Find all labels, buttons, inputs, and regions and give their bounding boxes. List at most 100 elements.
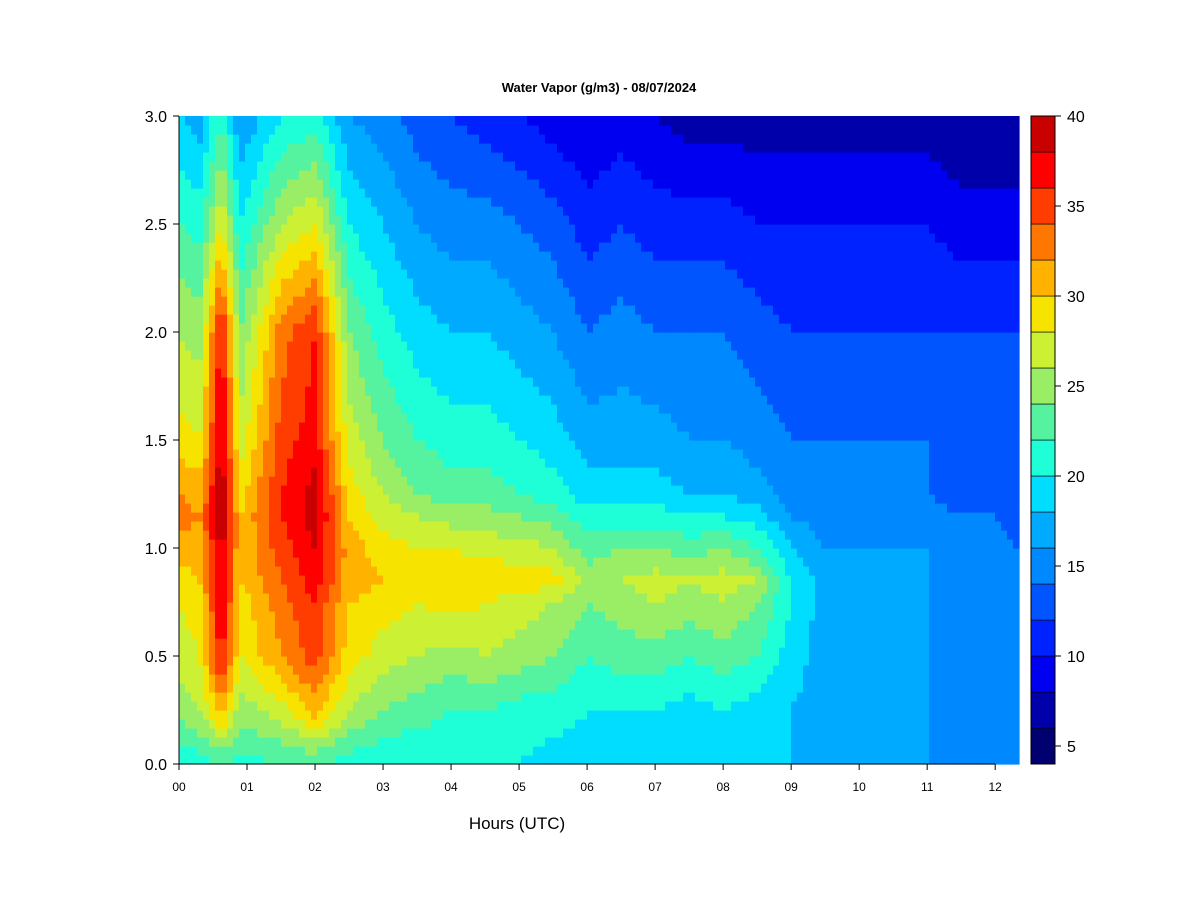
heatmap-cell (431, 593, 438, 603)
heatmap-cell (251, 701, 258, 711)
heatmap-cell (383, 458, 390, 468)
heatmap-cell (257, 512, 264, 522)
heatmap-cell (641, 728, 648, 738)
heatmap-cell (827, 521, 834, 531)
heatmap-cell (239, 719, 246, 729)
heatmap-cell (227, 593, 234, 603)
heatmap-cell (719, 737, 726, 747)
heatmap-cell (257, 629, 264, 639)
heatmap-cell (443, 557, 450, 567)
heatmap-cell (329, 755, 336, 765)
heatmap-cell (407, 755, 414, 765)
heatmap-cell (791, 494, 798, 504)
heatmap-cell (827, 494, 834, 504)
heatmap-cell (809, 683, 816, 693)
heatmap-cell (863, 575, 870, 585)
heatmap-cell (917, 503, 924, 513)
heatmap-cell (581, 602, 588, 612)
heatmap-cell (1001, 674, 1008, 684)
heatmap-cell (299, 503, 306, 513)
heatmap-cell (245, 602, 252, 612)
heatmap-cell (269, 701, 276, 711)
heatmap-cell (527, 449, 534, 459)
heatmap-cell (1001, 656, 1008, 666)
heatmap-cell (365, 719, 372, 729)
heatmap-cell (659, 521, 666, 531)
heatmap-cell (653, 602, 660, 612)
heatmap-cell (203, 566, 210, 576)
heatmap-cell (737, 620, 744, 630)
heatmap-cell (539, 755, 546, 765)
heatmap-cell (353, 557, 360, 567)
heatmap-cell (551, 656, 558, 666)
heatmap-cell (965, 575, 972, 585)
heatmap-cell (869, 521, 876, 531)
heatmap-cell (881, 458, 888, 468)
heatmap-cell (683, 566, 690, 576)
heatmap-cell (197, 602, 204, 612)
heatmap-cell (995, 575, 1002, 585)
heatmap-cell (323, 701, 330, 711)
heatmap-cell (665, 719, 672, 729)
heatmap-cell (893, 692, 900, 702)
heatmap-cell (401, 629, 408, 639)
heatmap-cell (713, 647, 720, 657)
heatmap-cell (203, 584, 210, 594)
heatmap-cell (425, 656, 432, 666)
heatmap-cell (629, 665, 636, 675)
heatmap-cell (263, 602, 270, 612)
heatmap-cell (299, 548, 306, 558)
heatmap-cell (449, 701, 456, 711)
heatmap-cell (935, 512, 942, 522)
heatmap-cell (689, 449, 696, 459)
heatmap-cell (713, 485, 720, 495)
heatmap-cell (569, 584, 576, 594)
heatmap-cell (893, 476, 900, 486)
heatmap-cell (743, 485, 750, 495)
heatmap-cell (407, 530, 414, 540)
heatmap-cell (323, 467, 330, 477)
heatmap-cell (899, 710, 906, 720)
heatmap-cell (635, 467, 642, 477)
heatmap-cell (869, 629, 876, 639)
heatmap-cell (209, 530, 216, 540)
heatmap-cell (965, 755, 972, 765)
heatmap-cell (581, 458, 588, 468)
heatmap-cell (887, 485, 894, 495)
heatmap-cell (179, 638, 186, 648)
heatmap-cell (647, 620, 654, 630)
heatmap-cell (503, 656, 510, 666)
heatmap-cell (269, 728, 276, 738)
heatmap-cell (1001, 665, 1008, 675)
heatmap-cell (869, 512, 876, 522)
heatmap-cell (191, 440, 198, 450)
heatmap-cell (419, 476, 426, 486)
heatmap-cell (221, 566, 228, 576)
heatmap-cell (185, 476, 192, 486)
heatmap-cell (485, 602, 492, 612)
heatmap-cell (329, 548, 336, 558)
heatmap-cell (695, 440, 702, 450)
heatmap-cell (275, 485, 282, 495)
heatmap-cell (659, 701, 666, 711)
heatmap-cell (731, 674, 738, 684)
heatmap-cell (647, 575, 654, 585)
heatmap-cell (959, 503, 966, 513)
heatmap-cell (299, 602, 306, 612)
heatmap-cell (671, 602, 678, 612)
heatmap-cell (719, 746, 726, 756)
heatmap-cell (545, 512, 552, 522)
heatmap-cell (1013, 467, 1020, 477)
heatmap-cell (857, 593, 864, 603)
heatmap-cell (983, 737, 990, 747)
heatmap-cell (215, 746, 222, 756)
heatmap-cell (341, 575, 348, 585)
heatmap-cell (767, 737, 774, 747)
heatmap-cell (731, 503, 738, 513)
heatmap-cell (821, 692, 828, 702)
heatmap-cell (527, 584, 534, 594)
heatmap-cell (203, 575, 210, 585)
heatmap-cell (395, 458, 402, 468)
heatmap-cell (629, 602, 636, 612)
heatmap-cell (479, 485, 486, 495)
